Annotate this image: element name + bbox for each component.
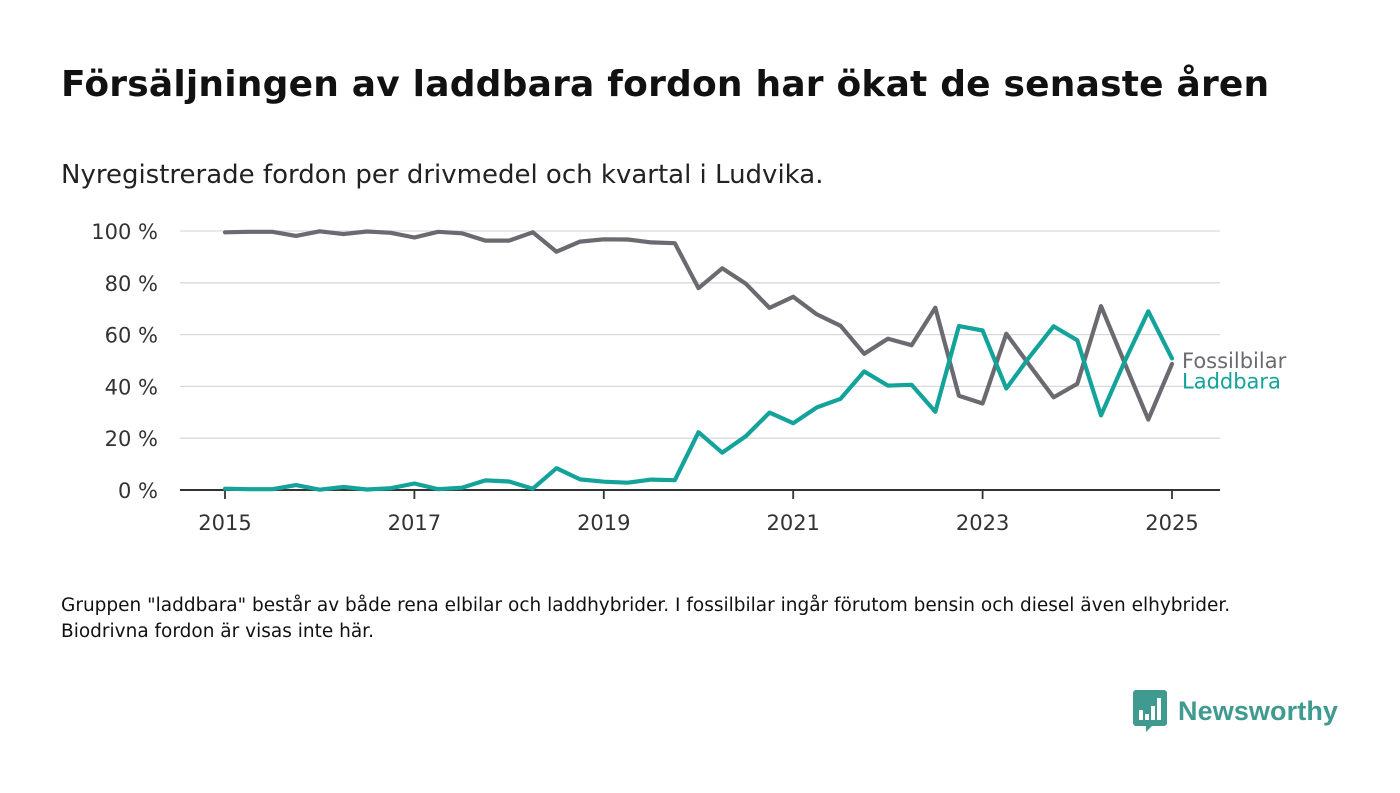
- y-tick-label: 100 %: [91, 220, 158, 244]
- x-tick-label: 2017: [388, 511, 441, 535]
- series-label-fossilbilar: Fossilbilar: [1182, 349, 1287, 373]
- x-tick-label: 2023: [956, 511, 1009, 535]
- x-tick-label: 2025: [1145, 511, 1198, 535]
- newsworthy-logo-icon: [1133, 690, 1167, 732]
- y-tick-label: 60 %: [105, 324, 158, 348]
- y-tick-label: 0 %: [118, 479, 158, 503]
- chart-subtitle: Nyregistrerade fordon per drivmedel och …: [61, 160, 824, 190]
- x-tick-label: 2019: [577, 511, 630, 535]
- newsworthy-logo: Newsworthy: [1133, 690, 1338, 732]
- y-tick-label: 80 %: [105, 272, 158, 296]
- x-tick-label: 2021: [766, 511, 819, 535]
- y-tick-label: 20 %: [105, 427, 158, 451]
- brand-name: Newsworthy: [1178, 695, 1339, 726]
- y-tick-label: 40 %: [105, 375, 158, 399]
- chart-title: Försäljningen av laddbara fordon har öka…: [61, 64, 1270, 105]
- series-line-laddbara: [222, 309, 1175, 492]
- footnote: Gruppen "laddbara" består av både rena e…: [61, 595, 1231, 642]
- series-lines: [222, 229, 1175, 492]
- series-line-fossilbilar: [222, 229, 1175, 422]
- series-label-laddbara: Laddbara: [1182, 369, 1281, 393]
- axes: 0 % 20 % 40 % 60 % 80 % 100 % 2015 2017 2019 2021…: [91, 220, 1220, 535]
- x-tick-label: 2015: [198, 511, 251, 535]
